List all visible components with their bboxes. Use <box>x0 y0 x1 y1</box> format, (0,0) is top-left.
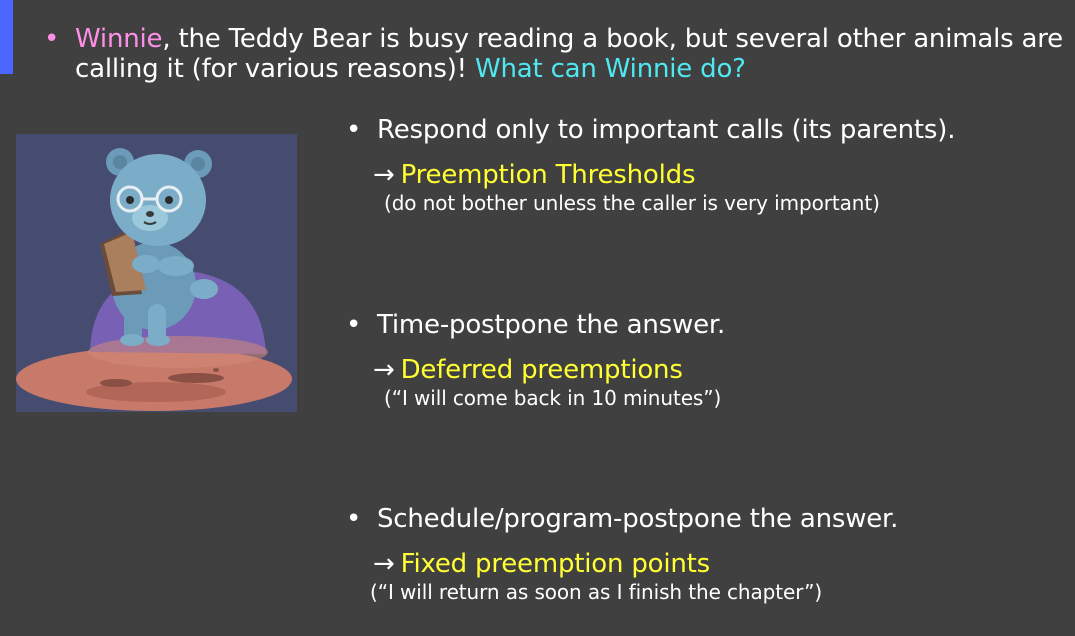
intro-paragraph: • Winnie, the Teddy Bear is busy reading… <box>44 24 1069 84</box>
option-item: • Schedule/program-postpone the answer. … <box>346 503 1066 604</box>
option-item: • Time-postpone the answer. → Deferred pr… <box>346 309 1066 410</box>
option-bullet: • <box>346 504 362 534</box>
option-bullet: • <box>346 115 362 145</box>
arrow-right-icon: → <box>373 355 395 385</box>
option-bullet: • <box>346 310 362 340</box>
intro-rest: , the Teddy Bear is busy reading a book,… <box>75 24 1063 84</box>
option-item: • Respond only to important calls (its p… <box>346 114 1066 215</box>
intro-question: What can Winnie do? <box>474 54 746 84</box>
winnie-name: Winnie <box>75 24 163 54</box>
option-description: • Schedule/program-postpone the answer. <box>346 503 1066 535</box>
option-description: • Time-postpone the answer. <box>346 309 1066 341</box>
option-note: (“I will come back in 10 minutes”) <box>384 386 722 410</box>
teddy-bear-reading-icon <box>16 134 297 412</box>
option-text: Respond only to important calls (its par… <box>377 115 956 145</box>
option-term: Fixed preemption points <box>400 549 711 579</box>
option-answer: → Deferred preemptions <box>346 354 1066 386</box>
arrow-right-icon: → <box>373 549 395 579</box>
option-term: Deferred preemptions <box>400 355 683 385</box>
intro-text: Winnie, the Teddy Bear is busy reading a… <box>44 24 1069 84</box>
option-text: Time-postpone the answer. <box>377 310 726 340</box>
option-note: (“I will return as soon as I finish the … <box>370 580 823 604</box>
option-note: (do not bother unless the caller is very… <box>384 191 880 215</box>
option-description: • Respond only to important calls (its p… <box>346 114 1066 146</box>
arrow-right-icon: → <box>373 160 395 190</box>
option-term: Preemption Thresholds <box>400 160 696 190</box>
option-answer: → Fixed preemption points <box>346 548 1066 580</box>
option-answer: → Preemption Thresholds <box>346 159 1066 191</box>
option-text: Schedule/program-postpone the answer. <box>377 504 899 534</box>
intro-bullet: • <box>44 24 60 54</box>
accent-bar <box>0 0 13 74</box>
